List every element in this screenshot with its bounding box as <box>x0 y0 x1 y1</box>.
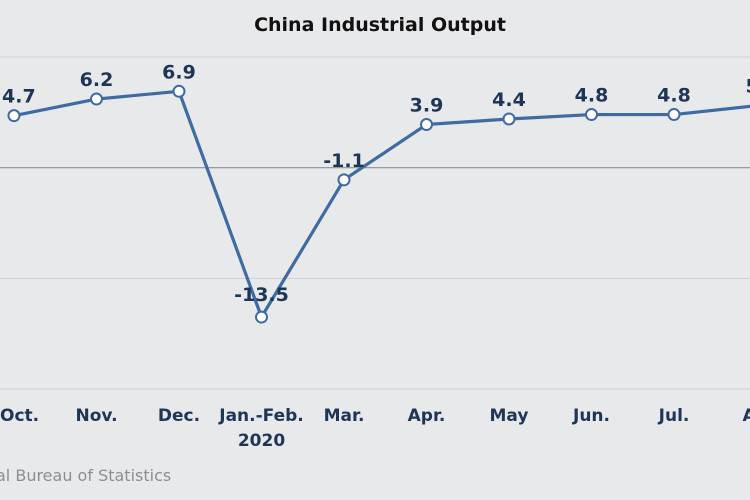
x-tick-label: May <box>490 406 529 426</box>
x-tick-label: Nov. <box>75 406 117 426</box>
data-point <box>174 86 185 97</box>
x-axis-ticks: Oct. Nov. Dec. Jan.-Feb. 2020 Mar. Apr. May Jun.… <box>0 406 750 451</box>
data-point <box>504 113 515 124</box>
data-label: 6.9 <box>162 61 196 83</box>
x-tick-label: Apr. <box>408 406 446 426</box>
series-polyline <box>14 91 750 317</box>
x-tick-label: Dec. <box>158 406 200 426</box>
x-tick-label: Oct. <box>0 406 39 426</box>
data-point <box>669 109 680 120</box>
data-label: 4.4 <box>492 89 526 111</box>
data-label: 6.2 <box>80 69 114 91</box>
data-point <box>91 94 102 105</box>
x-tick-label: Jan.-Feb. <box>218 406 304 426</box>
data-label: 5 <box>746 76 750 98</box>
data-label: 4.7 <box>2 86 36 108</box>
x-tick-label: Au <box>743 406 750 426</box>
data-point <box>586 109 597 120</box>
data-point <box>256 312 267 323</box>
data-point <box>9 110 20 121</box>
gridlines <box>0 57 750 389</box>
data-label: 4.8 <box>657 85 691 107</box>
data-label: 4.8 <box>575 85 609 107</box>
x-tick-label: Mar. <box>324 406 365 426</box>
data-label: -1.1 <box>323 150 365 172</box>
x-tick-label: Jun. <box>572 406 610 426</box>
data-point <box>421 119 432 130</box>
x-tick-label: 2020 <box>238 431 285 451</box>
series-line <box>14 91 750 317</box>
data-points <box>9 86 750 323</box>
x-tick-label: Jul. <box>658 406 690 426</box>
line-chart: 4.7 6.2 6.9 -13.5 -1.1 3.9 4.4 4.8 4.8 5 Oct. Nov.… <box>0 0 750 500</box>
data-label: 3.9 <box>410 95 444 117</box>
source-note: al Bureau of Statistics <box>0 466 171 485</box>
data-label: -13.5 <box>234 284 289 306</box>
data-point <box>339 174 350 185</box>
